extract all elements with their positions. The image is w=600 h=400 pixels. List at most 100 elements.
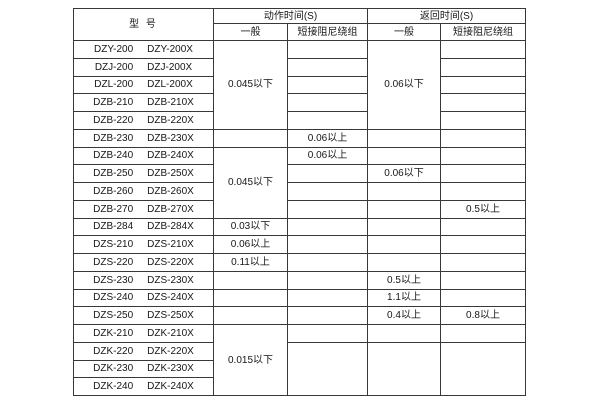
column-header-action-time: 动作时间(S) bbox=[213, 8, 368, 24]
table-row: DZB-270 DZB-270X 0.5以上 bbox=[73, 199, 526, 219]
model-variant: DZB-250X bbox=[147, 168, 194, 180]
return-general-cell: 1.1以上 bbox=[367, 288, 441, 308]
return-general-cell: 0.06以下 bbox=[367, 164, 441, 183]
action-damped-cell bbox=[287, 253, 368, 272]
model-base: DZB-210 bbox=[93, 97, 134, 109]
table-row: DZS-240 DZS-240X 1.1以上 bbox=[73, 288, 526, 308]
return-damped-cell bbox=[440, 40, 526, 59]
column-header-return-general: 一般 bbox=[367, 23, 441, 41]
model-variant: DZS-250X bbox=[147, 310, 194, 322]
action-general-cell: 0.045以下 bbox=[213, 40, 288, 130]
return-general-cell: 0.5以上 bbox=[367, 270, 441, 290]
action-damped-cell bbox=[287, 288, 368, 308]
model-base: DZS-250 bbox=[93, 310, 134, 322]
table-row: DZK-220 DZK-220X bbox=[73, 341, 526, 397]
action-damped-cell bbox=[287, 235, 368, 254]
action-damped-cell bbox=[287, 341, 368, 397]
model-cell: DZB-250 DZB-250X bbox=[73, 164, 214, 183]
model-variant: DZB-240X bbox=[147, 150, 194, 162]
action-general-cell bbox=[213, 128, 288, 148]
table-row: DZB-284 DZB-284X 0.03以下 bbox=[73, 217, 526, 237]
action-general-cell: 0.11以上 bbox=[213, 253, 288, 272]
return-damped-cell bbox=[440, 128, 526, 148]
return-damped-cell bbox=[440, 164, 526, 183]
model-cell: DZK-240 DZK-240X bbox=[73, 377, 214, 396]
column-header-return-damped: 短接阻尼绕组 bbox=[440, 23, 526, 41]
model-base: DZS-220 bbox=[93, 256, 134, 268]
action-damped-cell bbox=[287, 306, 368, 325]
action-damped-cell bbox=[287, 324, 368, 343]
model-base: DZB-220 bbox=[93, 114, 134, 126]
table-row: DZK-210 DZK-210X 0.015以下 bbox=[73, 324, 526, 396]
model-cell: DZB-240 DZB-240X bbox=[73, 146, 214, 166]
action-damped-cell: 0.06以上 bbox=[287, 128, 368, 148]
action-general-cell: 0.045以下 bbox=[213, 146, 288, 219]
column-header-action-general: 一般 bbox=[213, 23, 288, 41]
return-general-cell bbox=[367, 199, 441, 219]
return-damped-cell bbox=[440, 324, 526, 343]
return-damped-cell bbox=[440, 182, 526, 201]
model-variant: DZK-220X bbox=[147, 345, 194, 357]
model-base: DZB-240 bbox=[93, 150, 134, 162]
model-base: DZB-260 bbox=[93, 185, 134, 197]
model-base: DZY-200 bbox=[94, 43, 134, 55]
relay-timing-spec-table: 型 号 动作时间(S) 返回时间(S) 一般 短接阻尼绕组 一般 短接阻尼绕组 … bbox=[73, 8, 526, 397]
model-variant: DZB-220X bbox=[147, 114, 194, 126]
return-general-cell bbox=[367, 324, 441, 343]
action-general-cell bbox=[213, 288, 288, 308]
model-base: DZS-240 bbox=[93, 292, 134, 304]
model-variant: DZB-270X bbox=[147, 203, 194, 215]
model-base: DZB-230 bbox=[93, 132, 134, 144]
column-header-action-damped: 短接阻尼绕组 bbox=[287, 23, 368, 41]
model-base: DZK-240 bbox=[93, 381, 134, 393]
return-damped-cell bbox=[440, 57, 526, 77]
return-damped-cell bbox=[440, 235, 526, 254]
model-cell: DZB-210 DZB-210X bbox=[73, 93, 214, 112]
action-general-cell: 0.015以下 bbox=[213, 324, 288, 396]
return-damped-cell bbox=[440, 217, 526, 237]
return-damped-cell bbox=[440, 93, 526, 112]
action-damped-cell bbox=[287, 40, 368, 59]
action-general-cell bbox=[213, 270, 288, 290]
table-row: DZY-200 DZY-200X 0.045以下 0.06以下 bbox=[73, 40, 526, 130]
model-base: DZK-210 bbox=[93, 327, 134, 339]
model-variant: DZS-240X bbox=[147, 292, 194, 304]
return-general-cell: 0.06以下 bbox=[367, 40, 441, 130]
model-variant: DZK-210X bbox=[147, 327, 194, 339]
model-base: DZL-200 bbox=[94, 79, 134, 91]
model-variant: DZB-260X bbox=[147, 185, 194, 197]
model-base: DZB-284 bbox=[93, 221, 134, 233]
model-cell: DZS-240 DZS-240X bbox=[73, 288, 214, 308]
return-general-cell bbox=[367, 341, 441, 397]
action-damped-cell bbox=[287, 111, 368, 130]
action-general-cell: 0.03以下 bbox=[213, 217, 288, 237]
table-row: DZS-210 DZS-210X 0.06以上 bbox=[73, 235, 526, 254]
model-variant: DZY-200X bbox=[147, 43, 193, 55]
table-row: DZB-260 DZB-260X bbox=[73, 182, 526, 201]
model-variant: DZK-230X bbox=[147, 363, 194, 375]
return-damped-cell bbox=[440, 111, 526, 130]
action-damped-cell bbox=[287, 199, 368, 219]
model-base: DZB-270 bbox=[93, 203, 134, 215]
model-cell: DZB-284 DZB-284X bbox=[73, 217, 214, 237]
model-base: DZS-210 bbox=[93, 239, 134, 251]
action-damped-cell: 0.06以上 bbox=[287, 146, 368, 166]
return-general-cell bbox=[367, 253, 441, 272]
action-damped-cell bbox=[287, 217, 368, 237]
return-general-cell bbox=[367, 182, 441, 201]
table-row: DZS-220 DZS-220X 0.11以上 bbox=[73, 253, 526, 272]
action-general-cell: 0.06以上 bbox=[213, 235, 288, 254]
model-cell: DZS-210 DZS-210X bbox=[73, 235, 214, 254]
model-cell: DZL-200 DZL-200X bbox=[73, 75, 214, 95]
table-row: DZS-250 DZS-250X 0.4以上 0.8以上 bbox=[73, 306, 526, 325]
return-damped-cell: 0.8以上 bbox=[440, 306, 526, 325]
model-cell: DZS-230 DZS-230X bbox=[73, 270, 214, 290]
action-damped-cell bbox=[287, 182, 368, 201]
spec-table-container: 型 号 动作时间(S) 返回时间(S) 一般 短接阻尼绕组 一般 短接阻尼绕组 … bbox=[73, 8, 526, 397]
return-general-cell bbox=[367, 235, 441, 254]
table-header: 型 号 动作时间(S) 返回时间(S) 一般 短接阻尼绕组 一般 短接阻尼绕组 bbox=[73, 8, 526, 41]
action-damped-cell bbox=[287, 93, 368, 112]
table-row: DZB-220 DZB-220X bbox=[73, 111, 526, 130]
return-damped-cell bbox=[440, 341, 526, 397]
return-general-cell bbox=[367, 217, 441, 237]
